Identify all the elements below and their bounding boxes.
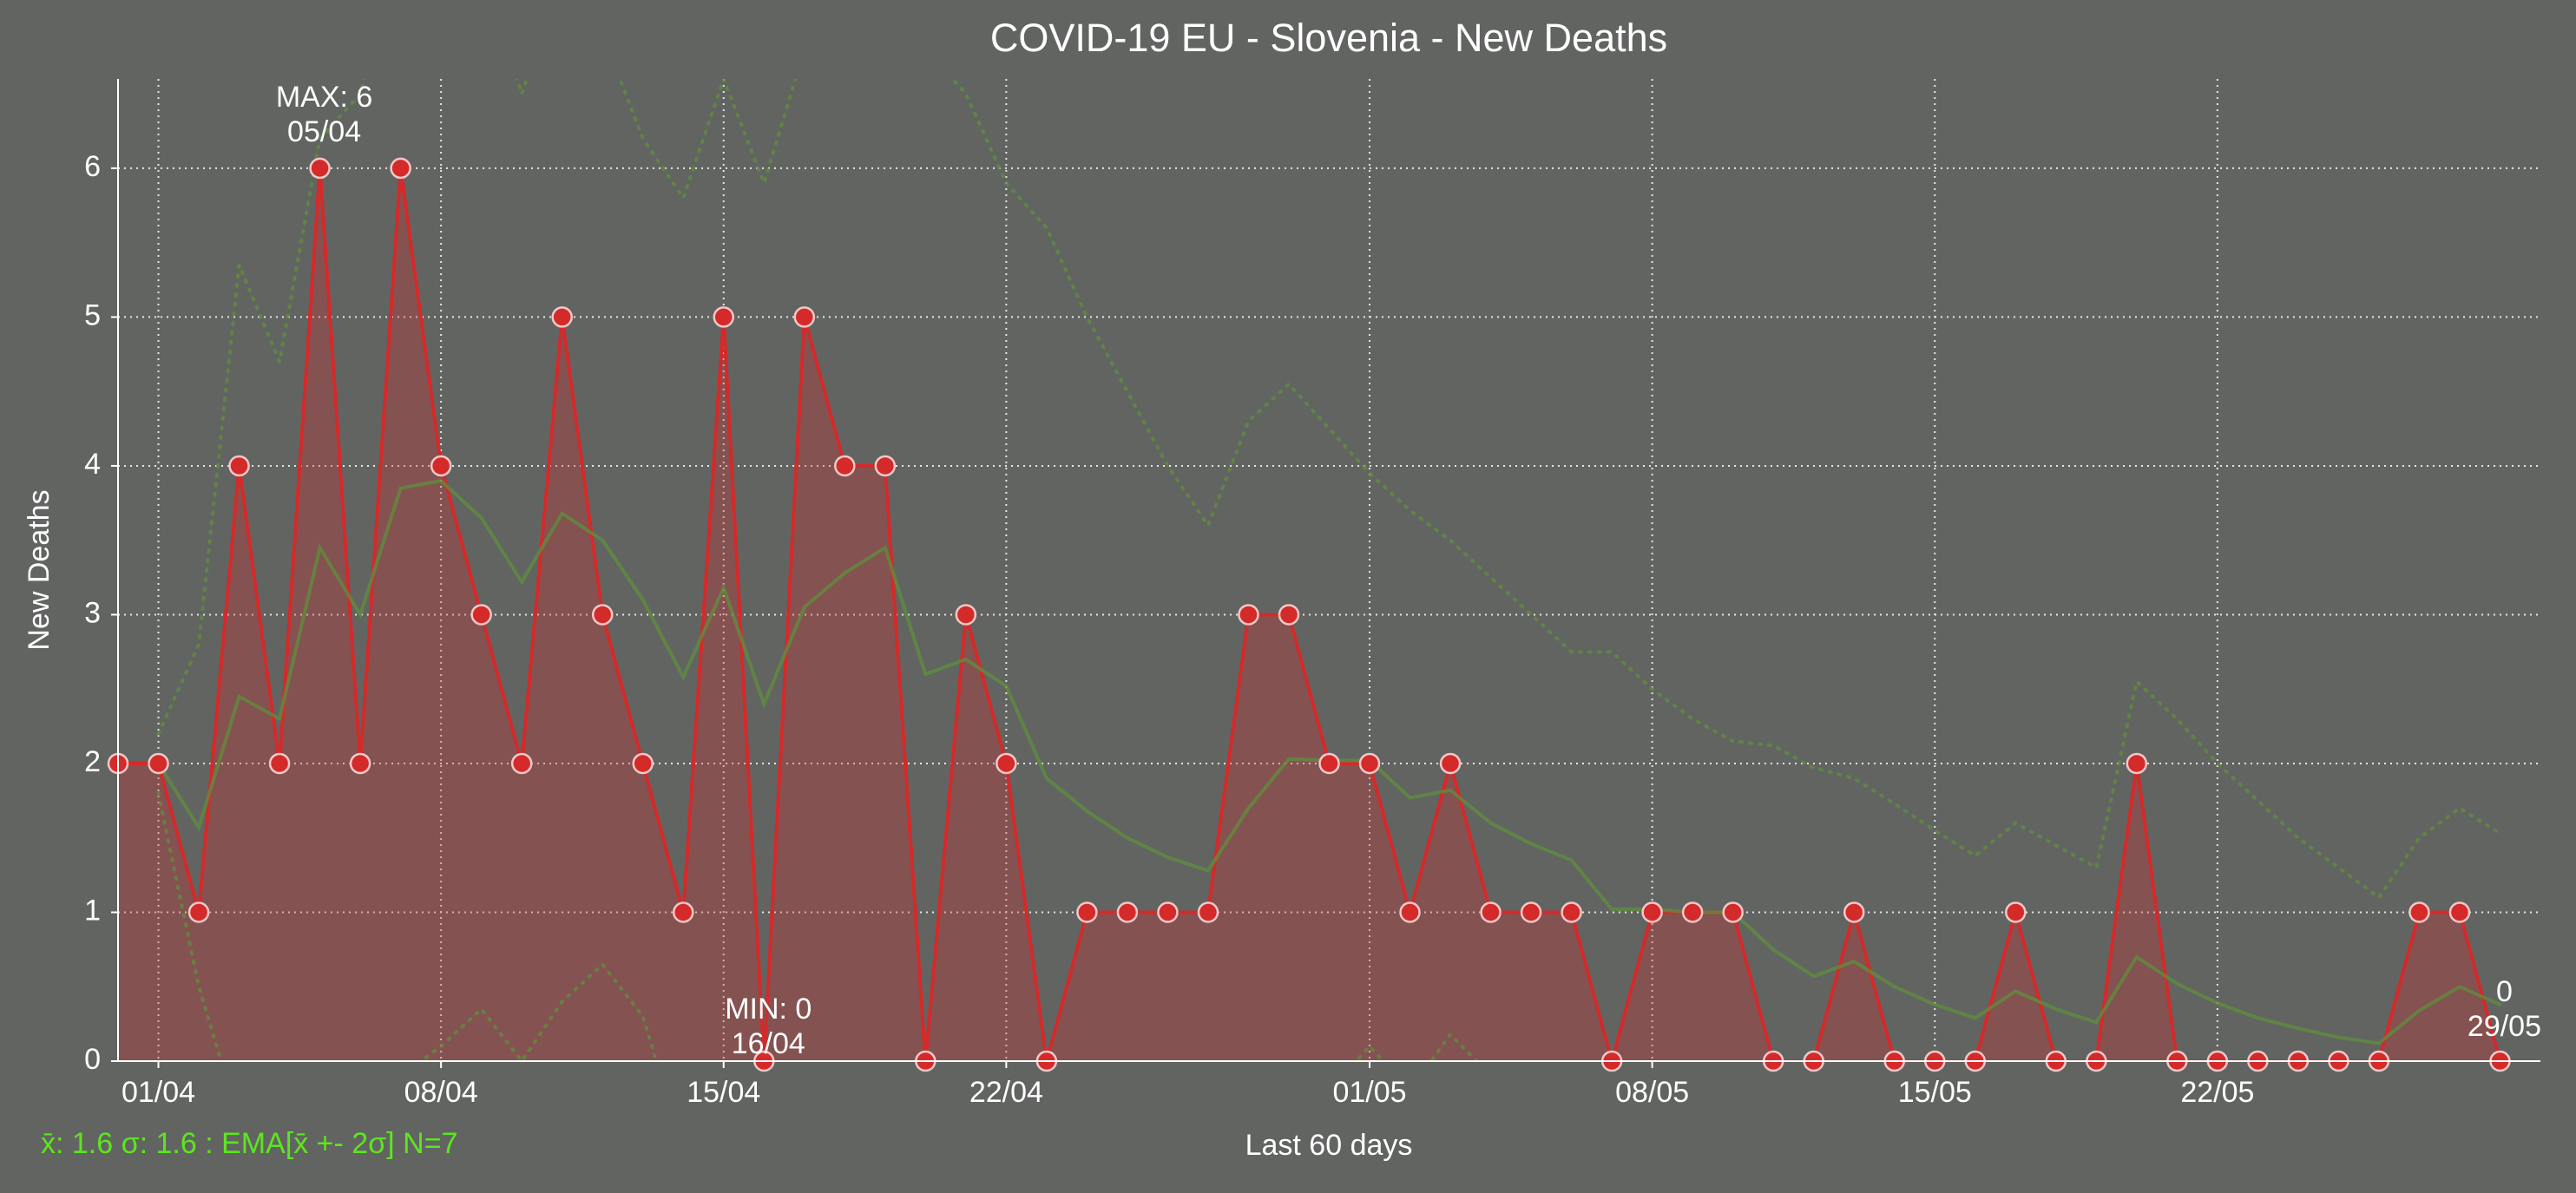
x-tick-label: 08/04 <box>404 1076 478 1109</box>
point <box>2408 901 2430 923</box>
point <box>309 157 331 180</box>
y-tick-label: 3 <box>84 596 101 629</box>
footnote: x̄: 1.6 σ: 1.6 : EMA[x̄ +- 2σ] N=7 <box>41 1127 457 1160</box>
x-tick-label: 22/04 <box>969 1076 1043 1109</box>
annotation: MIN: 0 <box>725 993 812 1026</box>
point <box>1238 604 1259 626</box>
point <box>1318 752 1340 775</box>
point <box>187 901 210 923</box>
point <box>1480 901 1502 923</box>
y-tick-label: 2 <box>84 745 101 778</box>
y-tick-label: 1 <box>84 894 101 927</box>
point <box>228 455 250 477</box>
point <box>470 604 492 626</box>
y-tick-label: 0 <box>84 1043 101 1076</box>
point <box>551 306 573 328</box>
point <box>713 306 734 328</box>
point <box>1561 901 1582 923</box>
point <box>1116 901 1139 923</box>
point <box>1278 604 1300 626</box>
x-tick-label: 22/05 <box>2180 1076 2254 1109</box>
y-tick-label: 6 <box>84 150 101 183</box>
point <box>1439 752 1462 775</box>
annotation: 0 <box>2496 975 2513 1008</box>
point <box>1681 901 1704 923</box>
area <box>118 167 2500 1061</box>
point <box>591 604 614 626</box>
annotation: 16/04 <box>732 1027 805 1060</box>
point <box>1399 901 1421 923</box>
point <box>510 752 533 775</box>
point <box>874 455 897 477</box>
point <box>1157 901 1179 923</box>
annotation: 05/04 <box>287 115 361 148</box>
point <box>1641 901 1663 923</box>
point <box>1520 901 1542 923</box>
y-tick-label: 5 <box>84 298 101 331</box>
annotation: MAX: 6 <box>276 81 372 114</box>
point <box>996 752 1017 775</box>
x-tick-label: 08/05 <box>1615 1076 1689 1109</box>
point <box>2126 752 2148 775</box>
point <box>834 455 856 477</box>
chart-title: COVID-19 EU - Slovenia - New Deaths <box>990 16 1667 60</box>
point <box>1358 752 1381 775</box>
point <box>1197 901 1219 923</box>
point <box>1722 901 1744 923</box>
point <box>955 604 977 626</box>
x-tick-label: 15/05 <box>1898 1076 1972 1109</box>
y-tick-label: 4 <box>84 448 101 481</box>
point <box>390 157 411 180</box>
point <box>1843 901 1865 923</box>
point <box>268 752 291 775</box>
y-axis-label: New Deaths <box>23 489 56 650</box>
annotation: 29/05 <box>2468 1010 2541 1043</box>
point <box>2448 901 2471 923</box>
point <box>672 901 694 923</box>
point <box>148 752 169 775</box>
point <box>2005 901 2027 923</box>
x-tick-label: 01/04 <box>122 1076 195 1109</box>
x-tick-label: 15/04 <box>687 1076 760 1109</box>
x-tick-label: 01/05 <box>1332 1076 1406 1109</box>
point <box>793 306 816 328</box>
x-axis-label: Last 60 days <box>1245 1129 1413 1162</box>
point <box>349 752 371 775</box>
point <box>1076 901 1098 923</box>
point <box>430 455 452 477</box>
point <box>632 752 654 775</box>
